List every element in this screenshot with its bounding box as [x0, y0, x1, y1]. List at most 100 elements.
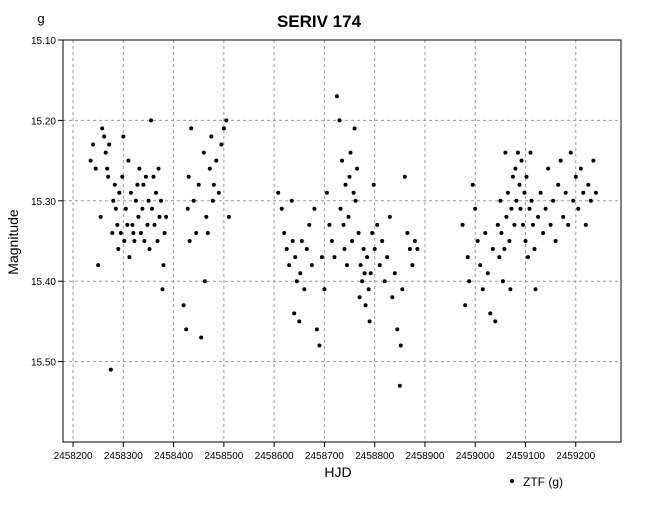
data-point: [324, 190, 329, 195]
y-tick-label: 15.10: [31, 36, 56, 47]
data-point: [473, 206, 478, 211]
data-point: [156, 166, 161, 171]
data-point: [593, 190, 598, 195]
data-point: [100, 126, 105, 131]
data-point: [107, 142, 112, 147]
data-point: [322, 287, 327, 292]
data-point: [531, 222, 535, 227]
data-point: [390, 295, 395, 300]
data-point: [152, 222, 157, 227]
data-point: [102, 134, 107, 139]
data-point: [353, 198, 358, 203]
data-point: [556, 182, 561, 187]
data-point: [351, 190, 356, 195]
data-point: [113, 206, 118, 211]
data-point: [571, 198, 576, 203]
data-point: [154, 190, 158, 195]
data-point: [402, 174, 407, 179]
data-point: [151, 174, 156, 179]
data-point: [405, 231, 410, 235]
legend: ZTF (g): [510, 475, 563, 489]
data-point: [499, 231, 504, 235]
data-point: [363, 303, 368, 308]
data-point: [398, 343, 403, 348]
y-tick-label: 15.50: [31, 358, 56, 369]
axis-ticks: 2458200 2458300 2458400 2458500 2458600 24587…: [31, 36, 596, 462]
data-point: [312, 206, 317, 211]
data-point: [508, 287, 513, 292]
data-point: [366, 287, 371, 292]
data-point: [392, 271, 397, 276]
data-point: [147, 247, 152, 251]
data-point: [529, 198, 534, 203]
data-point: [566, 222, 571, 227]
data-point: [205, 231, 210, 235]
data-point: [191, 198, 196, 203]
data-point: [498, 198, 503, 203]
data-point: [490, 247, 495, 251]
data-point: [543, 206, 548, 211]
data-point: [332, 255, 337, 260]
data-point: [162, 231, 167, 235]
data-point: [135, 182, 140, 187]
data-point: [133, 198, 138, 203]
data-point: [397, 383, 402, 388]
data-point: [467, 279, 472, 284]
data-point: [314, 327, 319, 332]
data-point: [120, 174, 125, 179]
data-point: [526, 255, 530, 260]
data-point: [88, 158, 93, 163]
data-point: [553, 239, 558, 243]
data-point: [412, 239, 417, 243]
data-point: [294, 279, 299, 284]
data-point: [181, 303, 186, 308]
data-point: [289, 198, 294, 203]
data-point: [500, 279, 505, 284]
data-point: [319, 255, 324, 260]
data-point: [150, 206, 154, 211]
data-point: [293, 255, 298, 260]
data-point: [395, 327, 400, 332]
x-tick-label: 2458600: [255, 451, 294, 462]
legend-label: ZTF (g): [523, 475, 563, 489]
data-point: [504, 214, 509, 219]
data-point: [367, 319, 372, 324]
data-point: [460, 222, 465, 227]
data-point: [103, 150, 108, 155]
data-point: [304, 247, 309, 251]
data-point: [509, 206, 514, 211]
data-point: [355, 166, 360, 171]
data-point: [126, 158, 131, 163]
data-point: [204, 214, 209, 219]
plot-frame: [62, 39, 622, 443]
data-point: [214, 158, 219, 163]
x-tick-label: 2458500: [204, 451, 243, 462]
data-point: [340, 158, 344, 163]
data-point: [143, 174, 148, 179]
legend-marker: [510, 479, 514, 483]
data-point: [558, 158, 563, 163]
data-point: [282, 231, 287, 235]
data-point: [371, 182, 376, 187]
data-point: [337, 118, 342, 123]
data-point: [287, 263, 292, 268]
y-axis-label: Magnitude: [5, 209, 21, 275]
data-point: [123, 206, 128, 211]
data-point: [573, 174, 578, 179]
x-tick-label: 2458300: [104, 451, 143, 462]
x-tick-label: 2458700: [305, 451, 344, 462]
data-point: [591, 158, 596, 163]
data-point: [290, 239, 295, 243]
data-point: [307, 222, 312, 227]
data-point: [302, 287, 307, 292]
data-point: [583, 222, 588, 227]
data-point: [503, 150, 508, 155]
data-point: [368, 271, 373, 276]
data-point: [536, 214, 541, 219]
data-point: [118, 231, 123, 235]
data-point: [106, 174, 111, 179]
data-point: [216, 190, 221, 195]
data-point: [226, 214, 231, 219]
data-point: [588, 198, 593, 203]
data-point: [586, 182, 591, 187]
